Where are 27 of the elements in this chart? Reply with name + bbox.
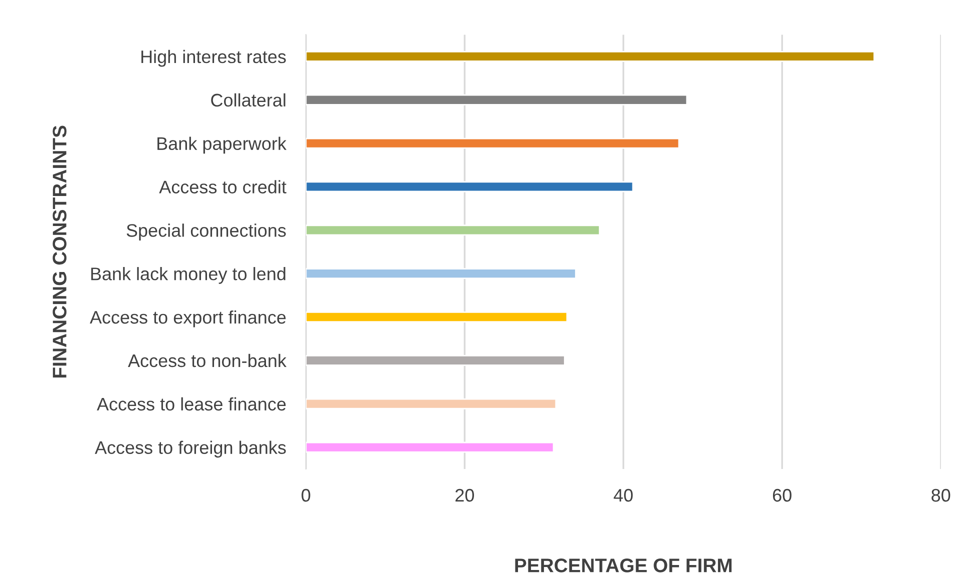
y-tick-label: Access to lease finance <box>96 397 286 411</box>
bar <box>306 312 568 322</box>
bar <box>306 354 566 366</box>
y-tick-label: Access to non-bank <box>128 354 287 368</box>
bar <box>306 442 554 453</box>
bar <box>306 224 600 236</box>
y-tick-label: Bank paperwork <box>157 136 287 154</box>
bar <box>306 50 875 62</box>
y-tick-label: High interest rates <box>141 50 286 67</box>
x-tick-label: 80 <box>932 488 950 502</box>
x-tick-label: 0 <box>302 488 310 502</box>
y-axis-title: FINANCING CONSTRAINTS <box>52 126 66 378</box>
x-tick-label: 20 <box>456 488 474 502</box>
y-tick-label: Collateral <box>211 93 286 107</box>
bar <box>306 398 557 410</box>
bar <box>306 94 688 106</box>
x-axis-title: PERCENTAGE OF FIRM <box>515 558 732 572</box>
bar <box>306 181 634 192</box>
y-tick-label: Access to credit <box>159 180 286 194</box>
y-tick-label: Access to foreign banks <box>94 440 286 458</box>
bar <box>306 138 680 149</box>
bar <box>306 268 576 280</box>
y-tick-label: Bank lack money to lend <box>91 267 286 284</box>
y-tick-label: Special connections <box>126 224 286 240</box>
y-tick-label: Access to export finance <box>90 310 286 328</box>
x-tick-label: 40 <box>614 488 633 502</box>
x-tick-label: 60 <box>772 488 792 502</box>
